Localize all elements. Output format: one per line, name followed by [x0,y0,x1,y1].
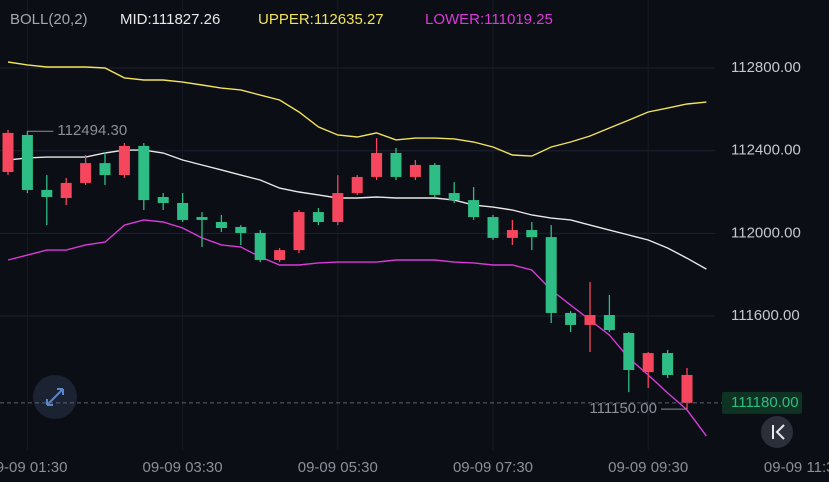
candle-body [235,226,247,233]
candle-body [157,196,169,203]
scroll-icon [772,424,785,440]
candle-body [177,202,189,220]
x-tick-label: 09-09 03:30 [143,459,223,476]
candle-body [99,163,111,176]
legend-entry: MID:111827.26 [120,11,220,28]
candle-body [429,164,441,195]
x-tick-label: 09-09 07:30 [453,459,533,476]
candle-body [565,312,577,325]
y-tick-label: 112400.00 [731,142,801,159]
max-label: 112494.30 [57,122,127,139]
candle-body [681,374,693,403]
legend: BOLL(20,2) MID:111827.26 UPPER:112635.27 L… [10,11,553,28]
candle-body [603,315,615,331]
candle-body [662,353,674,375]
candle-body [80,163,92,183]
candle-body [487,217,499,238]
candle-body [390,152,402,177]
candle-body [448,193,460,201]
candle-body [215,222,227,228]
candle-body [351,176,363,194]
candle-body [21,134,33,190]
candle-body [293,212,305,251]
x-tick-label: 09-09 05:30 [298,459,378,476]
candle-body [468,200,480,218]
candle-body [196,217,208,220]
expand-button[interactable] [33,375,77,419]
last-price-box [722,391,802,414]
candle-body [642,353,654,373]
legend-entry: LOWER:111019.25 [425,11,553,28]
band-line [7,61,707,157]
y-tick-label: 112800.00 [731,59,801,76]
min-label: 111150.00 [589,400,657,417]
candle-body [584,315,596,325]
candle-body [526,230,538,238]
candle-body [60,182,72,199]
candle-body [41,189,53,197]
last-price-label: 111180.00 [731,394,799,411]
x-tick-label: 09-09 01:30 [0,459,67,476]
candle-body [506,230,518,238]
candle-body [409,164,421,177]
expand-icon [46,388,64,406]
x-tick-label: 09-09 09:30 [608,459,688,476]
candle-body [545,237,557,313]
candle-body [623,333,635,371]
plot-area [2,61,707,437]
x-tick-label: 09-09 11:30 [764,459,829,476]
candle-body [118,145,130,176]
indicator-title: BOLL(20,2) [10,11,88,28]
candle-body [332,193,344,223]
candle-body [371,152,383,177]
candle-body [254,232,266,261]
scroll-to-latest-button[interactable] [761,416,793,448]
legend-entry: UPPER:112635.27 [258,11,384,28]
candle-body [138,145,150,201]
y-tick-label: 112000.00 [731,224,801,241]
candle-body [312,212,324,223]
candle-body [2,132,14,172]
y-tick-label: 111600.00 [731,307,800,324]
candle-body [274,250,286,261]
